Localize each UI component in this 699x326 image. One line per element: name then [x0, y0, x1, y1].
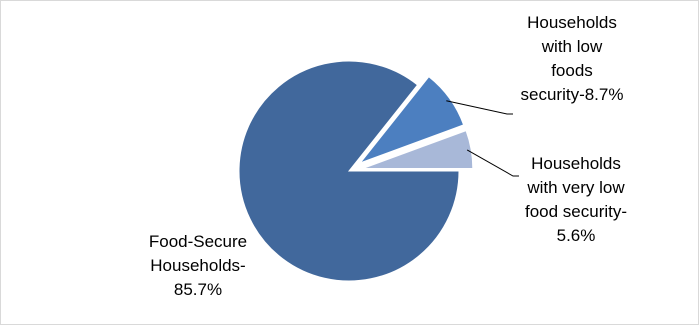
slice-label-low-food-security: Households with low foods security-8.7%	[511, 11, 633, 107]
slice-label-line: Households	[531, 154, 621, 173]
slice-label-line: Households	[527, 13, 617, 32]
leader-line-very-low-food-security	[466, 149, 519, 177]
slice-label-line: 5.6%	[556, 226, 596, 245]
slice-label-line: with very low	[527, 178, 625, 197]
slice-label-line: foods	[551, 61, 593, 80]
pie-slice-low-food-security	[358, 76, 465, 164]
slice-label-line: 85.7%	[173, 280, 223, 299]
slice-label-food-secure: Food-Secure Households- 85.7%	[127, 230, 269, 302]
slice-label-line: Households-	[150, 256, 246, 275]
pie-slice-very-low-food-security	[362, 129, 474, 170]
leader-line-low-food-security	[446, 100, 513, 115]
slice-label-line: security-8.7%	[520, 85, 624, 104]
pie-slice-food-secure	[238, 60, 460, 282]
slice-label-line: with low	[541, 37, 603, 56]
slice-label-very-low-food-security: Households with very low food security- …	[511, 152, 641, 248]
slice-label-line: Food-Secure	[148, 232, 248, 251]
slice-label-line: food security-	[524, 202, 628, 221]
